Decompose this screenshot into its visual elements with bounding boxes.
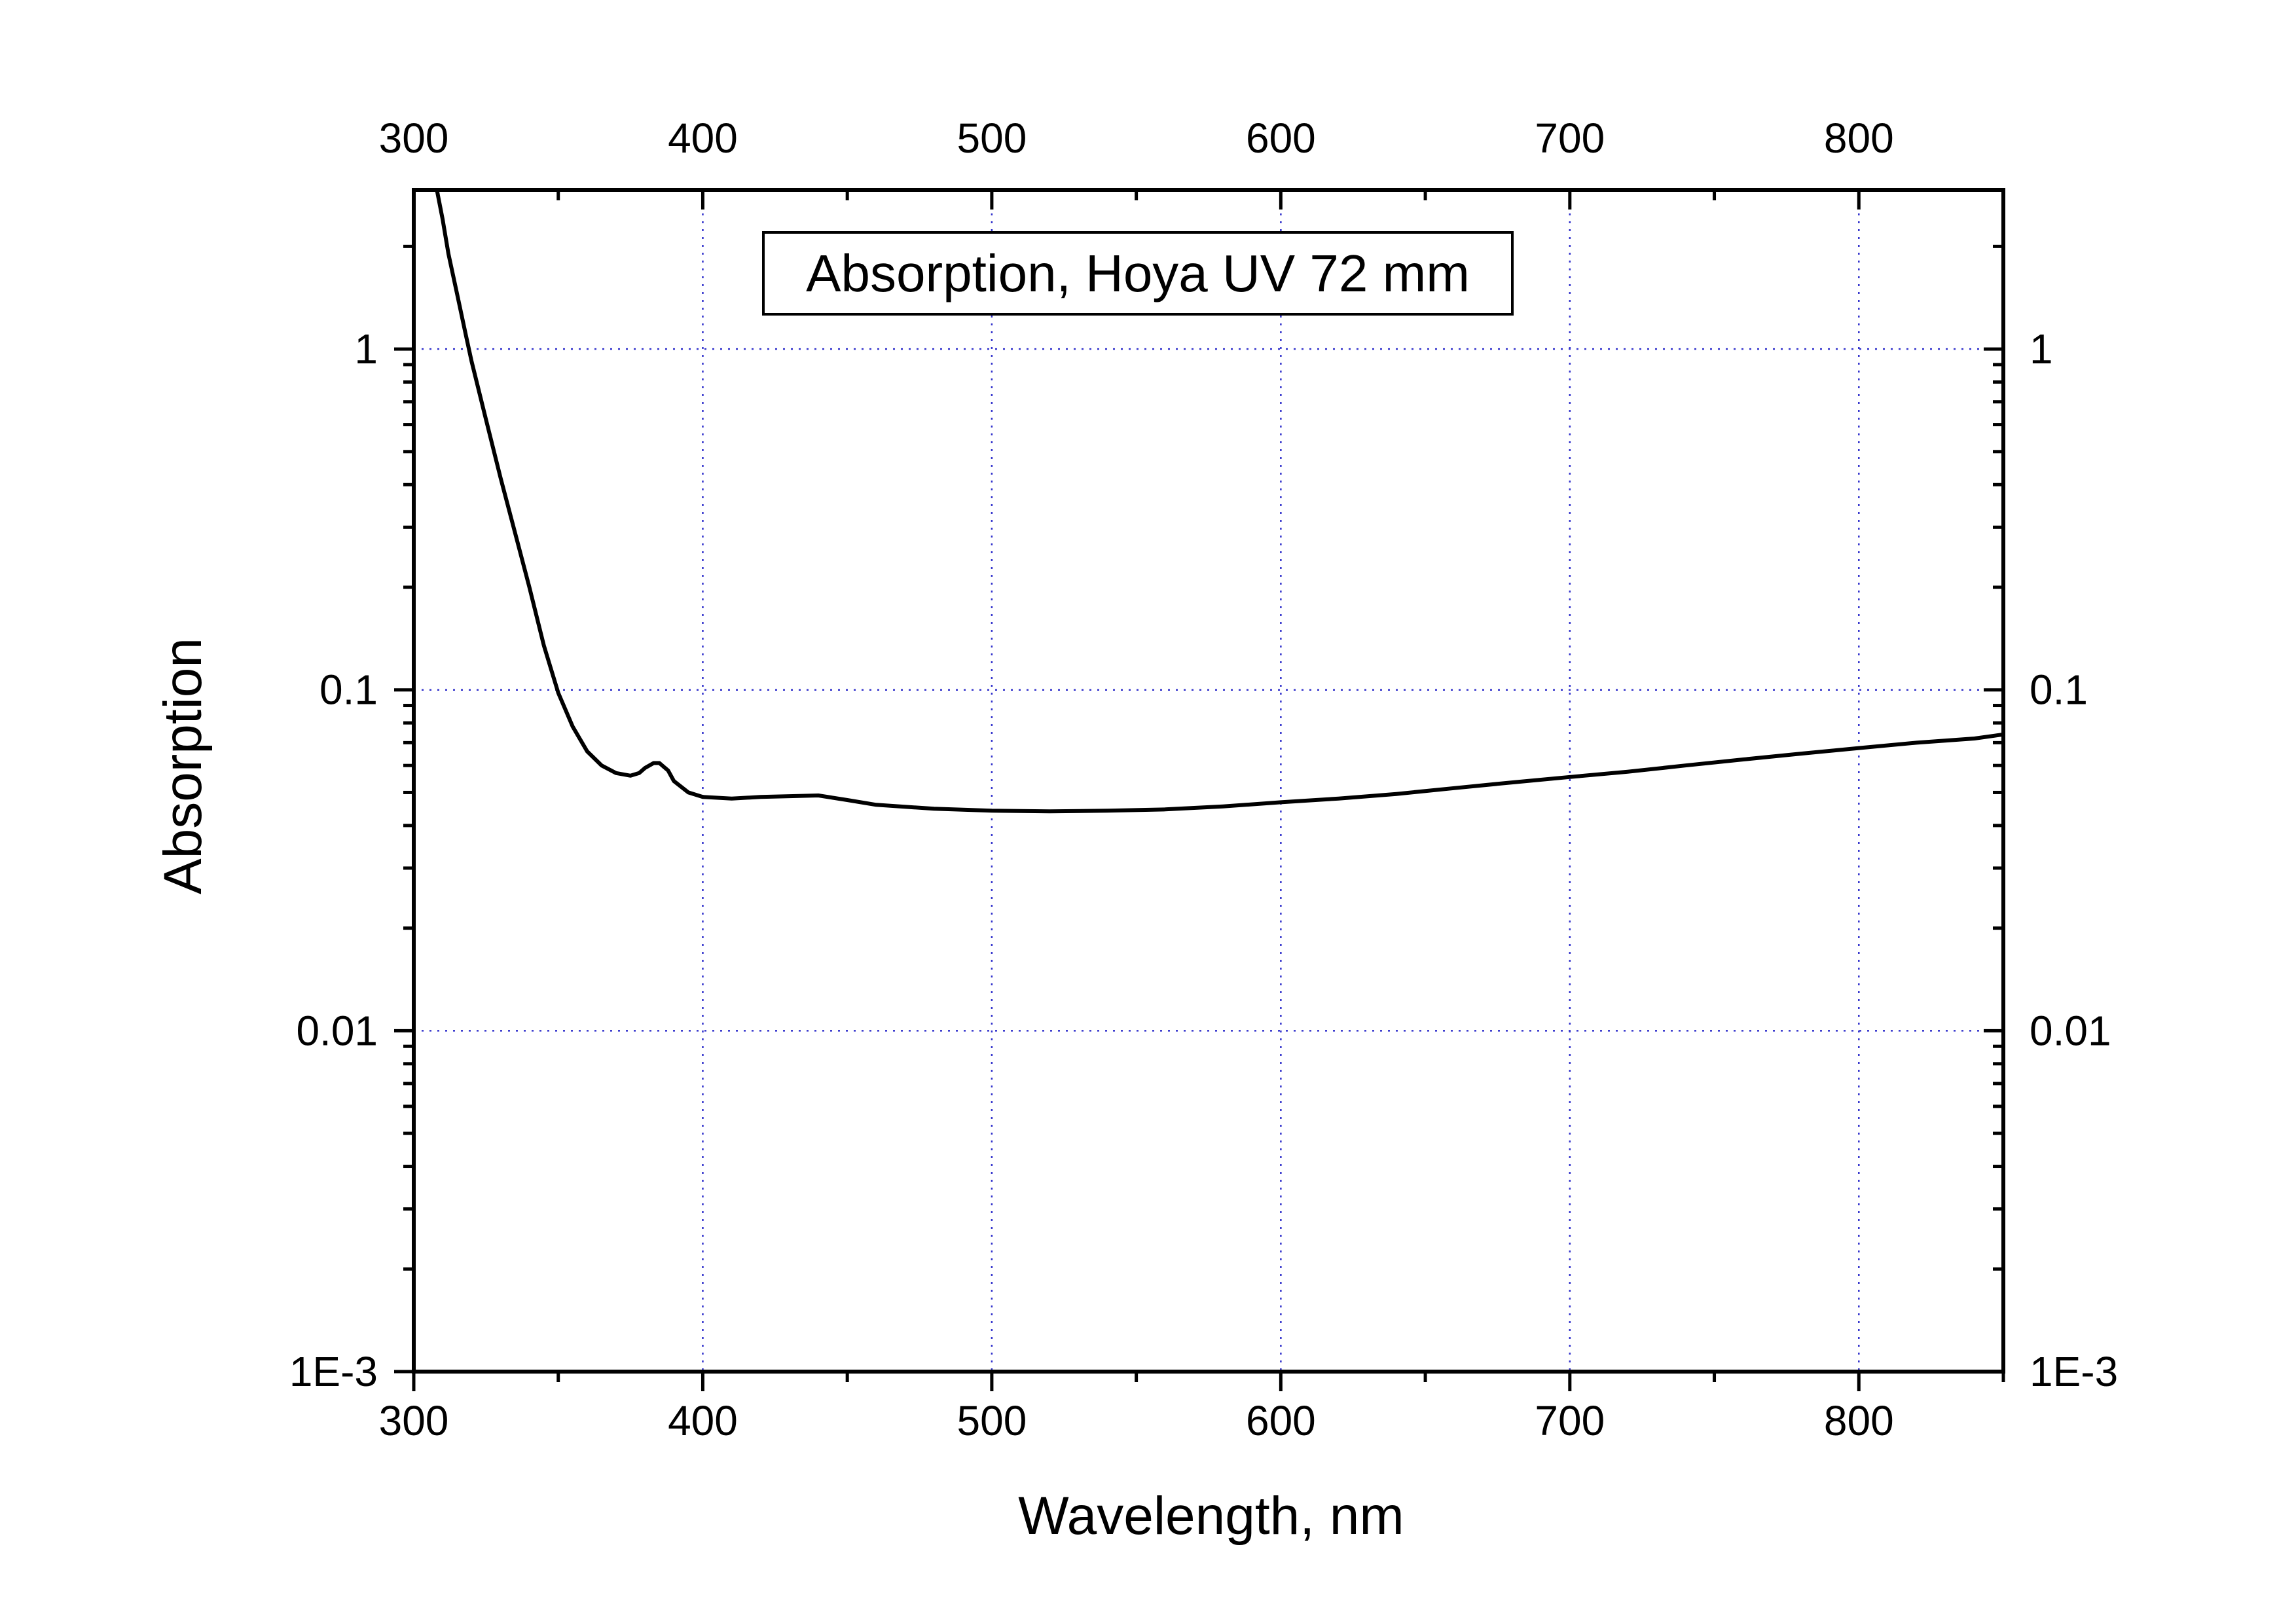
y-tick-label-right-0.01: 0.01 [2030, 1007, 2111, 1054]
plot-frame [412, 188, 2005, 1374]
y-tick-label-left-1E-3: 1E-3 [289, 1348, 378, 1395]
y-tick-label-right-0.1: 0.1 [2030, 666, 2088, 714]
axis-ticks [394, 190, 2005, 1391]
legend: Absorption, Hoya UV 72 mm [762, 231, 1514, 316]
x-tick-label-top-300: 300 [379, 115, 449, 162]
x-tick-label-top-400: 400 [668, 115, 738, 162]
y-tick-label-right-1E-3: 1E-3 [2030, 1348, 2118, 1395]
axis-tick-labels: 300 300 400 400 500 500 600 600 700 700 800 800 1E-3… [289, 115, 2118, 1444]
x-tick-label-bottom-400: 400 [668, 1397, 738, 1444]
y-axis-title: Absorption [153, 638, 213, 894]
y-tick-label-left-0.01: 0.01 [296, 1007, 378, 1054]
x-tick-label-top-800: 800 [1824, 115, 1894, 162]
x-tick-label-top-700: 700 [1535, 115, 1605, 162]
grid-lines [414, 190, 2003, 1372]
x-tick-label-bottom-800: 800 [1824, 1397, 1894, 1444]
y-tick-label-left-0.1: 0.1 [319, 666, 378, 714]
series-line-absorption [435, 189, 2004, 814]
x-tick-label-bottom-700: 700 [1535, 1397, 1605, 1444]
x-axis-title: Wavelength, nm [1018, 1486, 1404, 1546]
legend-box [762, 231, 1514, 316]
y-tick-label-left-1: 1 [354, 325, 378, 373]
legend-entry-absorption: Absorption, Hoya UV 72 mm [806, 244, 1470, 302]
x-tick-label-bottom-500: 500 [957, 1397, 1027, 1444]
x-tick-label-top-500: 500 [957, 115, 1027, 162]
x-tick-label-bottom-300: 300 [379, 1397, 449, 1444]
x-tick-label-top-600: 600 [1246, 115, 1316, 162]
x-tick-label-bottom-600: 600 [1246, 1397, 1316, 1444]
y-tick-label-right-1: 1 [2030, 325, 2053, 373]
